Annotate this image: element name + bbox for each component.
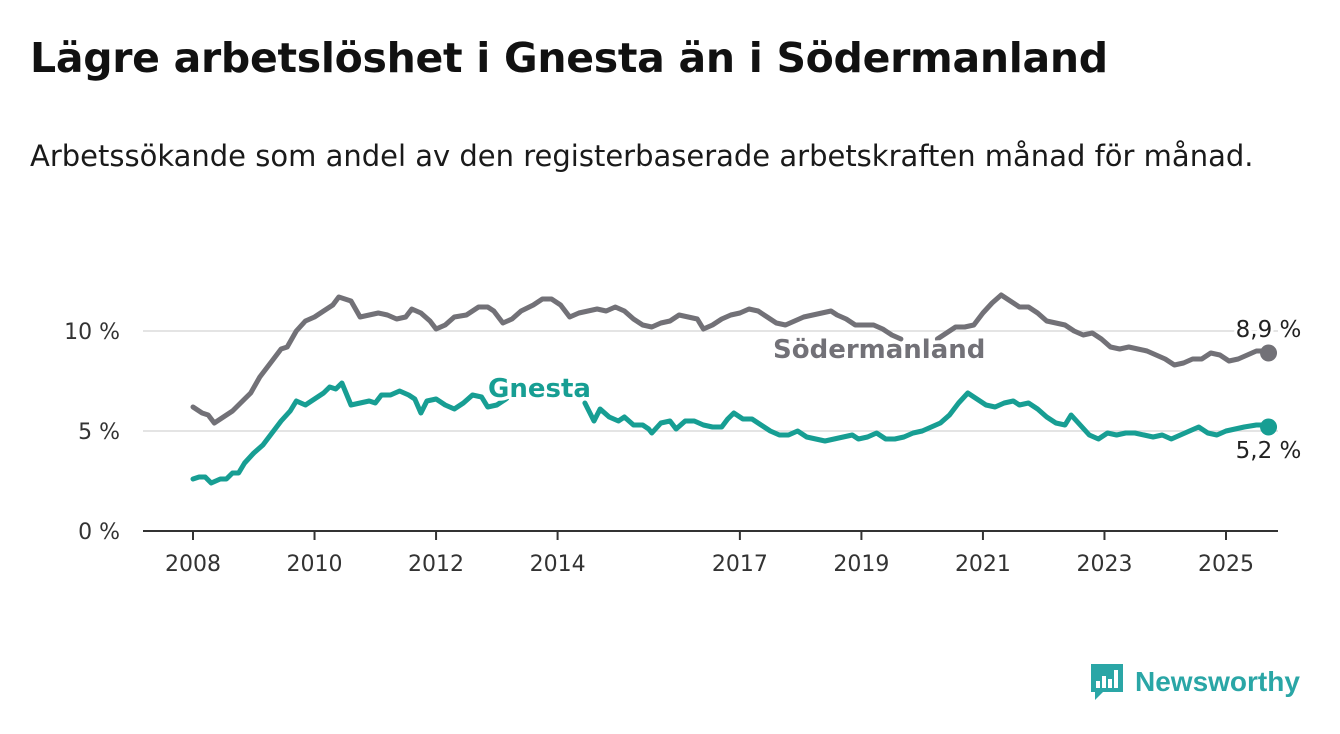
- x-tick-label: 2012: [408, 552, 464, 577]
- end-point-gnesta: [1260, 418, 1278, 436]
- x-axis: 2008 2010 2012 2014 2017 2019 2021 2023 2025: [143, 530, 1278, 577]
- brand-name: Newsworthy: [1135, 666, 1300, 697]
- series-labels: Södermanland Gnesta 8,9 % 5,2 %: [485, 314, 1305, 467]
- series-line-segment-3: [582, 390, 1271, 444]
- end-point-sodermanland: [1260, 344, 1278, 362]
- chart-subtitle: Arbetssökande som andel av den registerb…: [30, 139, 1254, 173]
- x-tick-label: 2008: [165, 552, 221, 577]
- x-tick-label: 2023: [1076, 552, 1132, 577]
- series-lines: [190, 292, 1278, 486]
- y-tick-label: 10 %: [64, 320, 120, 345]
- x-tick-label: 2021: [955, 552, 1011, 577]
- x-tick-label: 2017: [712, 552, 768, 577]
- series-label-sodermanland: Södermanland: [773, 335, 985, 365]
- y-tick-label: 0 %: [78, 520, 120, 545]
- newsworthy-logo-icon: [1091, 664, 1123, 700]
- y-tick-label: 5 %: [78, 420, 120, 445]
- series-label-gnesta: Gnesta: [488, 374, 591, 404]
- x-tick-label: 2019: [833, 552, 889, 577]
- end-label-gnesta: 5,2 %: [1236, 438, 1302, 464]
- chart-title: Lägre arbetslöshet i Gnesta än i Söderma…: [30, 34, 1108, 82]
- end-label-sodermanland: 8,9 %: [1236, 317, 1302, 343]
- series-line-södermanland: [190, 294, 904, 426]
- x-tick-label: 2025: [1198, 552, 1254, 577]
- y-axis: 0 % 5 % 10 %: [64, 320, 120, 545]
- x-tick-label: 2014: [530, 552, 586, 577]
- x-tick-label: 2010: [287, 552, 343, 577]
- series-line-gnesta: [190, 380, 518, 486]
- series-line-segment-1: [934, 292, 1271, 368]
- newsworthy-brand[interactable]: Newsworthy: [1089, 660, 1300, 704]
